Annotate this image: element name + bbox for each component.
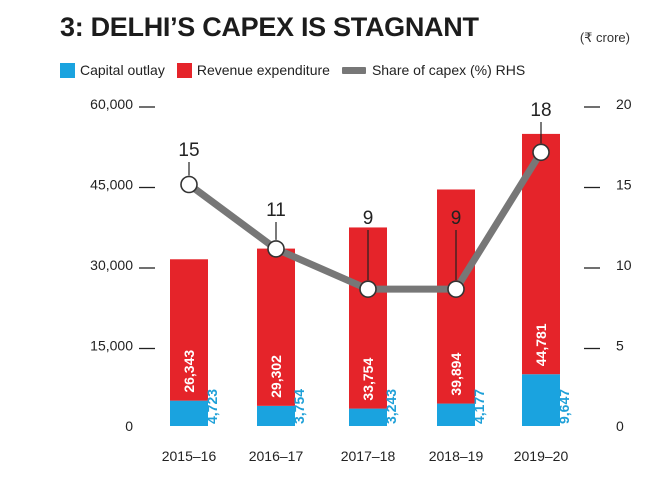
legend-item-share: Share of capex (%) RHS — [341, 62, 526, 78]
share-point — [532, 143, 550, 162]
y-right-tick-label: 10 — [616, 257, 632, 273]
share-point — [359, 280, 377, 298]
share-data-label: 15 — [178, 140, 199, 161]
data-label-capital: 4,177 — [471, 389, 487, 424]
x-tick-label: 2017–18 — [341, 448, 396, 464]
legend-swatch-capital — [60, 62, 75, 78]
data-label-revenue: 33,754 — [360, 358, 376, 401]
share-data-label: 9 — [451, 208, 462, 229]
legend-label-share: Share of capex (%) RHS — [371, 62, 526, 78]
bar-capital-outlay — [437, 403, 475, 426]
y-right-tick-label: 5 — [616, 338, 624, 354]
y-left-tick-label: 30,000 — [90, 257, 133, 273]
legend-swatch-share — [341, 66, 366, 74]
legend-item-capital: Capital outlay — [60, 62, 165, 78]
y-left-tick-label: 15,000 — [90, 338, 133, 354]
data-label-capital: 9,647 — [556, 389, 572, 424]
share-data-label: 18 — [530, 100, 551, 121]
data-label-capital: 4,723 — [204, 389, 220, 424]
data-label-capital: 3,243 — [383, 389, 399, 424]
share-point — [267, 240, 285, 258]
share-point — [447, 280, 465, 298]
bar-revenue-expenditure — [257, 248, 295, 406]
legend-label-revenue: Revenue expenditure — [196, 62, 330, 78]
share-point — [180, 175, 198, 194]
data-label-capital: 3,754 — [291, 389, 307, 424]
data-label-revenue: 39,894 — [448, 353, 464, 396]
y-left-tick-label: 45,000 — [90, 177, 133, 193]
legend-swatch-revenue — [176, 62, 192, 78]
bar-capital-outlay — [170, 400, 208, 426]
legend-label-capital: Capital outlay — [80, 62, 165, 78]
legend-item-revenue: Revenue expenditure — [176, 62, 330, 78]
unit-label: (₹ crore) — [579, 30, 630, 45]
data-label-revenue: 26,343 — [181, 350, 197, 393]
bar-capital-outlay — [349, 408, 387, 426]
y-left-tick-label: 0 — [125, 418, 133, 434]
data-label-revenue: 29,302 — [268, 355, 284, 398]
x-tick-label: 2019–20 — [514, 448, 569, 464]
x-tick-label: 2018–19 — [429, 448, 484, 464]
bar-capital-outlay — [257, 405, 295, 426]
x-tick-label: 2015–16 — [162, 448, 217, 464]
y-right-tick-label: 20 — [616, 96, 632, 112]
y-right-tick-label: 0 — [616, 418, 624, 434]
x-tick-label: 2016–17 — [249, 448, 304, 464]
bar-capital-outlay — [522, 374, 560, 426]
chart-legend: Capital outlay Revenue expenditure Share… — [60, 62, 537, 78]
data-label-revenue: 44,781 — [533, 323, 549, 366]
y-left-tick-label: 60,000 — [90, 96, 133, 112]
chart-title: 3: DELHI’S CAPEX IS STAGNANT — [60, 12, 479, 42]
bar-revenue-expenditure — [170, 259, 208, 401]
share-data-label: 9 — [363, 208, 374, 229]
y-right-tick-label: 15 — [616, 177, 632, 193]
share-data-label: 11 — [266, 200, 286, 221]
